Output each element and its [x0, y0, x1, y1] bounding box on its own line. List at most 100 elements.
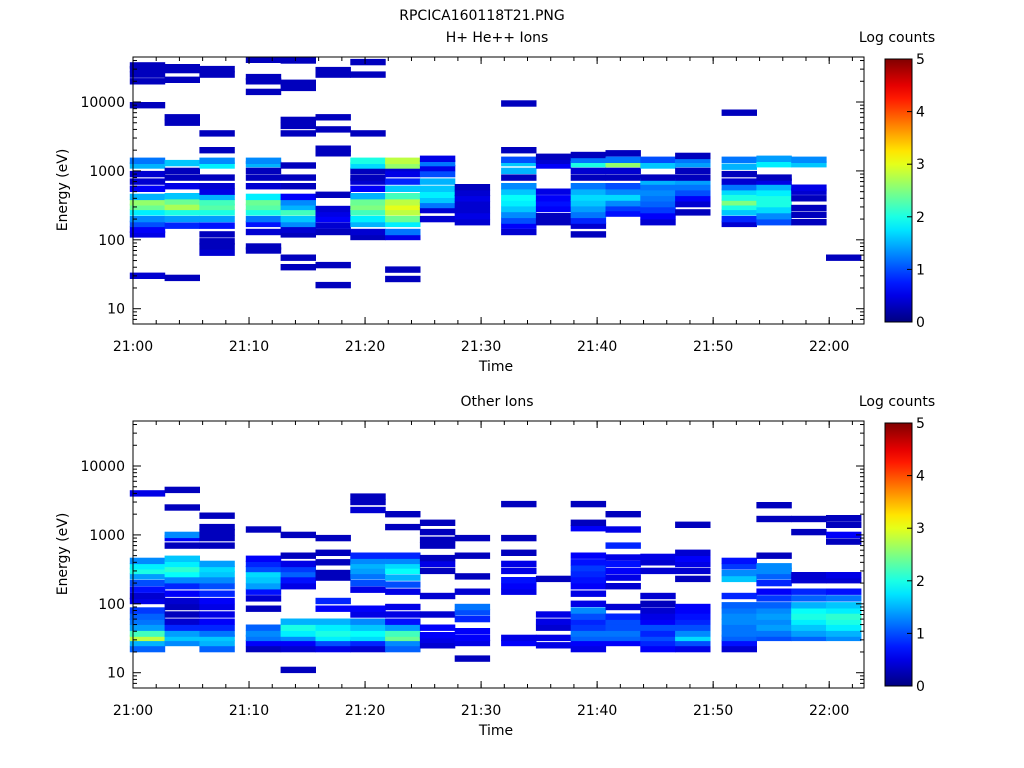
heatmap-cell	[199, 203, 235, 211]
heatmap-cell	[350, 203, 386, 211]
heatmap-cell	[535, 611, 572, 618]
heatmap-cell	[570, 161, 607, 168]
heatmap-cell	[199, 243, 235, 250]
heatmap-cell	[535, 153, 572, 160]
heatmap-cell	[315, 534, 351, 542]
heatmap-cell	[199, 565, 235, 573]
heatmap-cell	[756, 178, 792, 185]
heatmap-cell	[791, 188, 827, 195]
heatmap-cell	[245, 56, 282, 63]
heatmap-cell	[164, 64, 200, 71]
heatmap-cell	[640, 559, 676, 566]
heatmap-cell	[570, 151, 607, 159]
heatmap-cell	[199, 590, 235, 597]
panel1-xlabel: Time	[478, 359, 513, 375]
heatmap-cell	[756, 174, 792, 181]
heatmap-cell	[675, 200, 711, 208]
heatmap-cell	[280, 116, 316, 124]
plot-frame	[132, 420, 865, 689]
heatmap-cell	[280, 560, 316, 568]
heatmap-cell	[721, 630, 757, 637]
heatmap-cell	[675, 156, 711, 163]
heatmap-cell	[164, 611, 200, 618]
heatmap-cell	[280, 634, 316, 642]
heatmap-cell	[535, 205, 572, 213]
heatmap-cell	[280, 231, 316, 238]
heatmap-cell	[129, 203, 166, 211]
colorbar-tick-label: 3	[916, 157, 925, 173]
heatmap-cell	[245, 220, 282, 228]
heatmap-cell	[640, 178, 676, 185]
heatmap-cell	[164, 542, 200, 549]
heatmap-cell	[721, 557, 757, 565]
y-tick-label: 1000	[89, 164, 125, 180]
heatmap-cell	[280, 577, 316, 584]
heatmap-cell	[419, 528, 456, 536]
heatmap-cell	[605, 194, 641, 201]
heatmap-cell	[129, 170, 166, 178]
heatmap-cell	[791, 618, 827, 625]
heatmap-cell	[640, 219, 676, 226]
heatmap-cell	[675, 178, 711, 185]
heatmap-cell	[721, 188, 757, 195]
heatmap-cell	[570, 519, 607, 526]
heatmap-cell	[129, 178, 166, 185]
heatmap-cell	[454, 184, 491, 191]
heatmap-cell	[501, 588, 537, 595]
heatmap-cell	[350, 506, 386, 514]
heatmap-cell	[385, 557, 421, 565]
heatmap-cell	[280, 174, 316, 181]
heatmap-cell	[721, 607, 757, 614]
heatmap-cell	[129, 567, 166, 575]
heatmap-cell	[245, 526, 282, 533]
heatmap-cell	[756, 161, 792, 168]
heatmap-cell	[199, 162, 235, 169]
heatmap-cell	[129, 607, 166, 614]
heatmap-cell	[570, 607, 607, 614]
heatmap-cell	[385, 574, 421, 581]
heatmap-cell	[129, 630, 166, 637]
heatmap-cell	[315, 215, 351, 223]
heatmap-cell	[791, 211, 827, 219]
heatmap-cell	[350, 605, 386, 612]
heatmap-cell	[315, 205, 351, 213]
heatmap-cell	[164, 193, 200, 200]
panel1-colorbar-label: Log counts	[859, 30, 935, 46]
heatmap-cell	[721, 618, 757, 625]
heatmap-cell	[199, 542, 235, 549]
heatmap-cell	[280, 583, 316, 590]
heatmap-cell	[756, 634, 792, 642]
heatmap-cell	[350, 611, 386, 618]
heatmap-cell	[675, 195, 711, 202]
heatmap-cell	[535, 162, 572, 169]
heatmap-cell	[199, 597, 235, 605]
heatmap-cell	[640, 645, 676, 653]
heatmap-cell	[756, 552, 792, 559]
heatmap-cell	[570, 205, 607, 213]
heatmap-cell	[350, 178, 386, 185]
heatmap-cell	[640, 213, 676, 220]
heatmap-cell	[315, 597, 351, 605]
heatmap-cell	[129, 618, 166, 625]
heatmap-cell	[385, 193, 421, 200]
heatmap-cell	[385, 634, 421, 642]
heatmap-cell	[164, 114, 200, 121]
heatmap-cell	[315, 634, 351, 642]
heatmap-cell	[826, 521, 862, 528]
heatmap-cell	[385, 567, 421, 575]
heatmap-cell	[245, 209, 282, 216]
heatmap-cell	[280, 552, 316, 559]
heatmap-cell	[419, 536, 456, 543]
heatmap-cell	[791, 602, 827, 609]
heatmap-cell	[419, 191, 456, 198]
heatmap-cell	[164, 570, 200, 578]
heatmap-cell	[129, 490, 166, 497]
heatmap-cell	[164, 159, 200, 167]
heatmap-cell	[675, 560, 711, 568]
heatmap-cell	[280, 79, 316, 86]
heatmap-cell	[570, 183, 607, 190]
heatmap-cell	[385, 170, 421, 178]
heatmap-cell	[385, 185, 421, 192]
heatmap-cell	[315, 645, 351, 653]
heatmap-cell	[129, 272, 166, 279]
